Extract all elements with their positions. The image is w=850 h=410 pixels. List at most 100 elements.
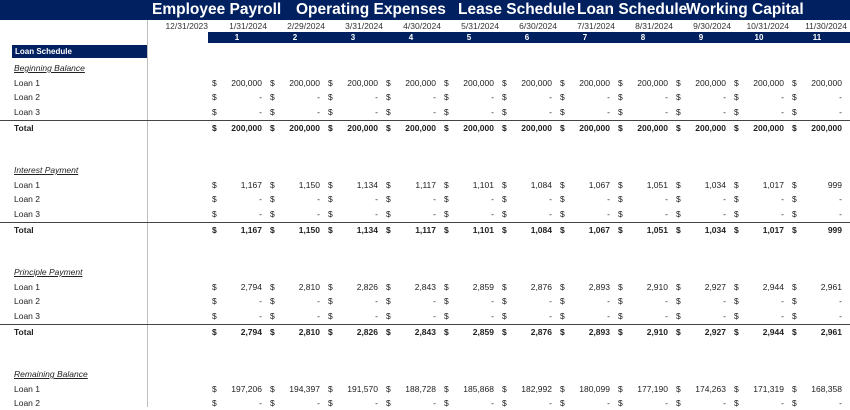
currency-symbol[interactable]: $ xyxy=(792,398,797,408)
cell-value[interactable]: 1,051 xyxy=(646,179,668,190)
currency-symbol[interactable]: $ xyxy=(212,194,217,204)
currency-symbol[interactable]: $ xyxy=(676,194,681,204)
currency-symbol[interactable]: $ xyxy=(676,179,681,190)
currency-symbol[interactable]: $ xyxy=(560,194,565,204)
cell-value[interactable]: 171,319 xyxy=(753,383,784,394)
cell-value[interactable]: 2,859 xyxy=(472,281,494,292)
currency-symbol[interactable]: $ xyxy=(444,77,449,88)
currency-symbol[interactable]: $ xyxy=(734,326,739,337)
cell-value[interactable]: 200,000 xyxy=(463,122,494,133)
cell-value[interactable]: 200,000 xyxy=(695,122,726,133)
cell-value[interactable]: 200,000 xyxy=(463,77,494,88)
currency-symbol[interactable]: $ xyxy=(386,92,391,102)
currency-symbol[interactable]: $ xyxy=(212,208,217,219)
cell-value[interactable]: - xyxy=(433,296,436,306)
cell-value[interactable]: - xyxy=(549,296,552,306)
cell-value[interactable]: - xyxy=(781,296,784,306)
nav-link-operating-expenses[interactable]: Operating Expenses xyxy=(296,1,446,18)
cell-value[interactable]: 1,067 xyxy=(588,179,610,190)
cell-value[interactable]: 200,000 xyxy=(347,77,378,88)
cell-value[interactable]: 999 xyxy=(827,179,842,190)
currency-symbol[interactable]: $ xyxy=(328,179,333,190)
currency-symbol[interactable]: $ xyxy=(560,326,565,337)
cell-value[interactable]: - xyxy=(549,194,552,204)
cell-value[interactable]: 200,000 xyxy=(521,122,552,133)
cell-value[interactable]: 194,397 xyxy=(289,383,320,394)
currency-symbol[interactable]: $ xyxy=(560,179,565,190)
currency-symbol[interactable]: $ xyxy=(618,122,623,133)
cell-value[interactable]: 2,810 xyxy=(298,326,320,337)
currency-symbol[interactable]: $ xyxy=(502,106,507,117)
cell-value[interactable]: - xyxy=(549,92,552,102)
currency-symbol[interactable]: $ xyxy=(734,194,739,204)
currency-symbol[interactable]: $ xyxy=(734,281,739,292)
currency-symbol[interactable]: $ xyxy=(444,122,449,133)
cell-value[interactable]: 2,927 xyxy=(704,326,726,337)
cell-value[interactable]: 197,206 xyxy=(231,383,262,394)
currency-symbol[interactable]: $ xyxy=(560,122,565,133)
currency-symbol[interactable]: $ xyxy=(502,208,507,219)
currency-symbol[interactable]: $ xyxy=(328,77,333,88)
currency-symbol[interactable]: $ xyxy=(618,398,623,408)
cell-value[interactable]: 2,876 xyxy=(530,281,552,292)
cell-value[interactable]: - xyxy=(607,310,610,321)
currency-symbol[interactable]: $ xyxy=(560,106,565,117)
cell-value[interactable]: 2,843 xyxy=(414,281,436,292)
currency-symbol[interactable]: $ xyxy=(328,281,333,292)
cell-value[interactable]: 1,017 xyxy=(762,179,784,190)
cell-value[interactable]: - xyxy=(665,106,668,117)
cell-value[interactable]: 999 xyxy=(827,224,842,235)
currency-symbol[interactable]: $ xyxy=(792,92,797,102)
currency-symbol[interactable]: $ xyxy=(676,310,681,321)
cell-value[interactable]: - xyxy=(607,296,610,306)
cell-value[interactable]: - xyxy=(259,106,262,117)
cell-value[interactable]: 2,910 xyxy=(646,326,668,337)
cell-value[interactable]: 200,000 xyxy=(579,77,610,88)
cell-value[interactable]: - xyxy=(723,194,726,204)
cell-value[interactable]: 188,728 xyxy=(405,383,436,394)
cell-value[interactable]: - xyxy=(665,310,668,321)
currency-symbol[interactable]: $ xyxy=(502,179,507,190)
currency-symbol[interactable]: $ xyxy=(560,208,565,219)
currency-symbol[interactable]: $ xyxy=(270,326,275,337)
currency-symbol[interactable]: $ xyxy=(212,77,217,88)
cell-value[interactable]: - xyxy=(491,310,494,321)
cell-value[interactable]: 2,961 xyxy=(820,281,842,292)
currency-symbol[interactable]: $ xyxy=(444,310,449,321)
cell-value[interactable]: - xyxy=(375,310,378,321)
currency-symbol[interactable]: $ xyxy=(212,122,217,133)
currency-symbol[interactable]: $ xyxy=(386,122,391,133)
currency-symbol[interactable]: $ xyxy=(212,179,217,190)
currency-symbol[interactable]: $ xyxy=(618,77,623,88)
cell-value[interactable]: - xyxy=(607,398,610,408)
currency-symbol[interactable]: $ xyxy=(618,179,623,190)
cell-value[interactable]: - xyxy=(375,398,378,408)
currency-symbol[interactable]: $ xyxy=(676,398,681,408)
cell-value[interactable]: 2,826 xyxy=(356,281,378,292)
cell-value[interactable]: - xyxy=(723,310,726,321)
cell-value[interactable]: 200,000 xyxy=(811,77,842,88)
cell-value[interactable]: - xyxy=(839,92,842,102)
currency-symbol[interactable]: $ xyxy=(270,310,275,321)
currency-symbol[interactable]: $ xyxy=(502,383,507,394)
currency-symbol[interactable]: $ xyxy=(676,92,681,102)
currency-symbol[interactable]: $ xyxy=(792,106,797,117)
cell-value[interactable]: 1,101 xyxy=(472,224,494,235)
cell-value[interactable]: 2,810 xyxy=(298,281,320,292)
currency-symbol[interactable]: $ xyxy=(212,92,217,102)
currency-symbol[interactable]: $ xyxy=(386,179,391,190)
cell-value[interactable]: - xyxy=(317,208,320,219)
currency-symbol[interactable]: $ xyxy=(560,398,565,408)
cell-value[interactable]: 1,134 xyxy=(356,179,378,190)
currency-symbol[interactable]: $ xyxy=(734,224,739,235)
cell-value[interactable]: - xyxy=(839,310,842,321)
cell-value[interactable]: 1,084 xyxy=(530,179,552,190)
currency-symbol[interactable]: $ xyxy=(270,77,275,88)
cell-value[interactable]: - xyxy=(781,310,784,321)
cell-value[interactable]: 2,944 xyxy=(762,326,784,337)
currency-symbol[interactable]: $ xyxy=(502,326,507,337)
cell-value[interactable]: - xyxy=(665,92,668,102)
currency-symbol[interactable]: $ xyxy=(792,326,797,337)
cell-value[interactable]: - xyxy=(607,194,610,204)
cell-value[interactable]: - xyxy=(781,398,784,408)
